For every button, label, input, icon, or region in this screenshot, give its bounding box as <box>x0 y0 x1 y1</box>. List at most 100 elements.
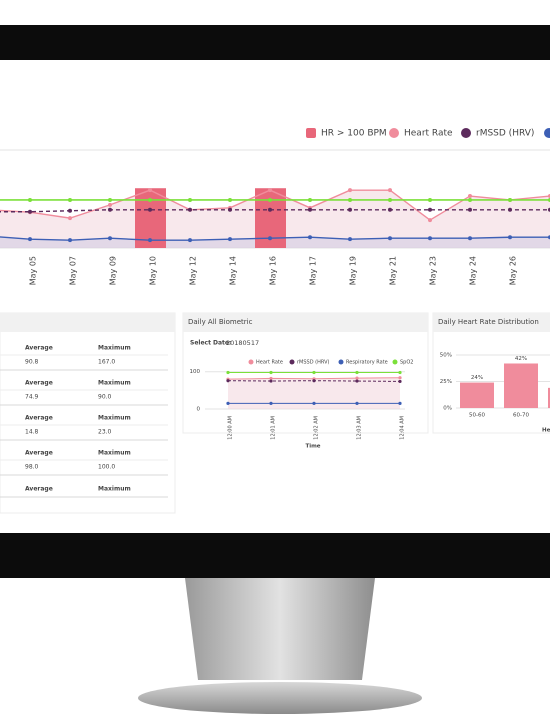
bar <box>460 382 494 408</box>
legend-label: HR > 100 BPM <box>321 129 387 139</box>
table-header: Average <box>25 345 53 352</box>
data-point <box>508 207 512 212</box>
table-header: Average <box>25 486 53 493</box>
data-point <box>388 236 392 241</box>
x-tick-label: May 10 <box>149 256 158 285</box>
x-tick-label: May 07 <box>69 256 78 285</box>
data-point <box>228 197 232 202</box>
value-label: 24% <box>471 375 483 381</box>
axis-title: Time <box>305 444 320 450</box>
data-point <box>388 197 392 202</box>
panel-header <box>0 313 175 332</box>
legend-label: Respiratory Rate <box>346 360 388 366</box>
data-point <box>468 197 472 202</box>
legend-marker <box>392 359 398 365</box>
data-point <box>312 401 316 406</box>
y-tick-label: 0% <box>443 406 452 412</box>
data-point <box>269 379 273 383</box>
data-point <box>428 236 432 241</box>
data-point <box>226 370 230 375</box>
panel-title: Daily Heart Rate Distribution <box>438 318 539 326</box>
x-tick-label: 12:02 AM <box>314 416 320 440</box>
legend-marker <box>289 359 295 365</box>
data-point <box>268 188 272 193</box>
data-point <box>148 197 152 202</box>
data-point <box>148 207 152 212</box>
data-point <box>468 207 472 212</box>
table-cell: 23.0 <box>98 429 112 436</box>
x-tick-label: 12:04 AM <box>400 416 406 440</box>
x-tick-label: 50-60 <box>469 413 485 419</box>
legend-marker <box>544 128 550 138</box>
data-point <box>269 370 273 375</box>
legend-label: rMSSD (HRV) <box>297 360 329 366</box>
table-header: Average <box>25 380 53 387</box>
data-point <box>308 235 312 240</box>
data-point <box>68 197 72 202</box>
table-header: Maximum <box>98 380 131 387</box>
legend-label: rMSSD (HRV) <box>476 129 534 139</box>
panel-header <box>183 313 428 332</box>
data-point <box>269 401 273 406</box>
data-point <box>428 207 432 212</box>
table-header: Maximum <box>98 450 131 457</box>
x-tick-label: May 09 <box>109 256 118 285</box>
data-point <box>312 370 316 375</box>
data-point <box>355 379 359 383</box>
data-point <box>148 238 152 243</box>
data-point <box>68 238 72 243</box>
data-point <box>348 207 352 212</box>
data-point <box>468 194 472 199</box>
series-area <box>228 377 400 409</box>
stats-panel <box>0 312 176 514</box>
y-tick-label: 0 <box>197 407 201 413</box>
data-point <box>228 237 232 242</box>
value-label: 42% <box>515 356 527 362</box>
x-tick-label: May 23 <box>429 256 438 285</box>
legend-marker <box>389 128 399 138</box>
data-point <box>312 379 316 383</box>
data-point <box>226 401 230 406</box>
data-point <box>355 370 359 375</box>
data-point <box>188 197 192 202</box>
data-point <box>308 207 312 212</box>
data-point <box>148 188 152 193</box>
data-point <box>388 207 392 212</box>
data-point <box>308 197 312 202</box>
bar <box>504 363 538 408</box>
table-header: Maximum <box>98 415 131 422</box>
date-label: Select Date: <box>190 340 231 347</box>
legend-label: Heart Rate <box>404 129 453 139</box>
x-tick-label: May 14 <box>229 256 238 285</box>
data-point <box>428 218 432 223</box>
data-point <box>28 209 32 214</box>
data-point <box>355 376 359 380</box>
data-point <box>508 235 512 240</box>
table-cell: 74.9 <box>25 394 39 401</box>
legend-marker <box>338 359 344 365</box>
table-cell: 90.0 <box>98 394 112 401</box>
data-point <box>398 376 402 380</box>
data-point <box>428 197 432 202</box>
data-point <box>388 188 392 193</box>
x-tick-label: 12:00 AM <box>228 416 234 440</box>
axis-title: Heart Rate <box>542 428 550 434</box>
x-tick-label: May 12 <box>189 256 198 285</box>
data-point <box>348 197 352 202</box>
x-tick-label: 12:01 AM <box>271 416 277 440</box>
x-tick-label: May 24 <box>469 256 478 285</box>
data-point <box>108 236 112 241</box>
data-point <box>188 207 192 212</box>
table-cell: 14.8 <box>25 429 39 436</box>
data-point <box>268 197 272 202</box>
table-header: Average <box>25 415 53 422</box>
x-tick-label: May 19 <box>349 256 358 285</box>
data-point <box>68 208 72 213</box>
data-point <box>398 401 402 406</box>
panel-header <box>433 313 550 332</box>
stand-foot <box>138 682 422 714</box>
legend-label: SpO2 <box>400 360 413 366</box>
data-point <box>108 202 112 207</box>
